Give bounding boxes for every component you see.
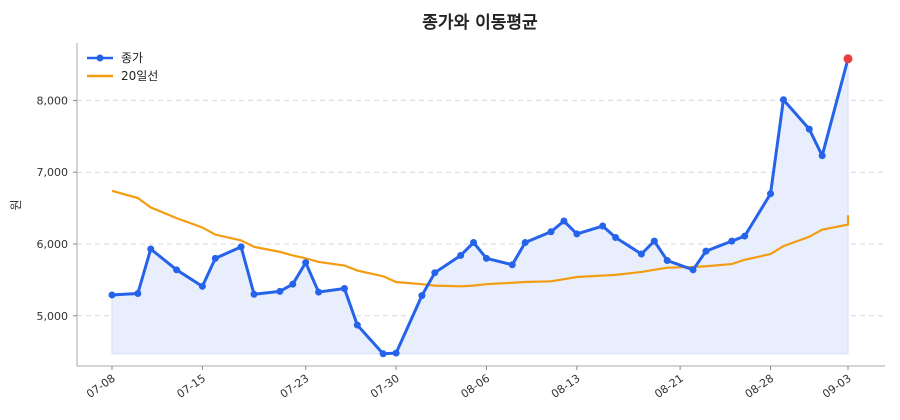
close-area	[111, 58, 849, 355]
close-point	[457, 251, 465, 259]
legend-ma-label: 20일선	[121, 69, 158, 83]
close-point	[728, 237, 736, 245]
close-point	[508, 261, 516, 269]
close-point	[818, 152, 826, 160]
y-ticks: 5,000 6,000 7,000 8,000	[37, 94, 77, 323]
series	[108, 54, 853, 358]
x-tick-label: 07-23	[278, 372, 312, 401]
y-axis-label: 원	[9, 199, 23, 210]
close-point	[418, 292, 426, 300]
close-point	[650, 237, 658, 245]
close-point	[173, 266, 181, 274]
close-point	[379, 350, 387, 358]
close-point	[315, 288, 323, 296]
close-point	[108, 291, 116, 299]
x-tick-label: 08-06	[459, 372, 493, 401]
close-point	[134, 290, 142, 298]
close-point	[353, 321, 361, 329]
close-point	[689, 266, 697, 274]
close-point	[521, 239, 529, 247]
close-point	[805, 125, 813, 133]
close-point	[211, 254, 219, 262]
close-point	[702, 247, 710, 255]
close-point	[547, 228, 555, 236]
close-point	[779, 96, 787, 104]
x-tick-label: 09-03	[820, 372, 854, 401]
close-point	[276, 287, 284, 295]
close-point	[637, 250, 645, 258]
chart-title: 종가와 이동평균	[422, 13, 538, 33]
x-tick-label: 07-30	[368, 372, 402, 401]
close-point	[612, 234, 620, 242]
x-tick-label: 07-15	[174, 372, 208, 401]
latest-close-highlight	[843, 54, 853, 64]
close-point	[767, 190, 775, 198]
close-point	[237, 243, 245, 251]
y-tick-label: 6,000	[37, 238, 69, 251]
legend-close-label: 종가	[121, 51, 143, 65]
close-point	[250, 290, 258, 298]
legend-close-marker	[96, 54, 104, 62]
close-point	[482, 254, 490, 262]
x-tick-label: 07-08	[84, 372, 118, 401]
close-point	[431, 269, 439, 277]
close-point	[147, 245, 155, 253]
y-tick-label: 5,000	[37, 310, 69, 323]
x-tick-label: 08-13	[549, 372, 583, 401]
close-point	[741, 232, 749, 240]
close-point	[289, 280, 297, 288]
legend: 종가 20일선	[87, 51, 158, 83]
x-tick-label: 08-28	[743, 372, 777, 401]
close-point	[198, 282, 206, 290]
ma-line	[111, 189, 850, 288]
close-point	[560, 217, 568, 225]
close-point	[663, 256, 671, 264]
x-tick-label: 08-21	[652, 372, 686, 401]
close-line	[111, 58, 850, 356]
area-fill	[111, 58, 849, 355]
x-ticks: 07-08 07-15 07-23 07-30 08-06 08-13 08-21 08-28…	[84, 366, 854, 401]
close-point	[340, 284, 348, 292]
close-point	[302, 259, 310, 267]
y-tick-label: 7,000	[37, 166, 69, 179]
close-point	[573, 230, 581, 238]
close-point	[392, 349, 400, 357]
y-tick-label: 8,000	[37, 94, 69, 107]
close-point	[470, 239, 478, 247]
close-point	[599, 222, 607, 230]
